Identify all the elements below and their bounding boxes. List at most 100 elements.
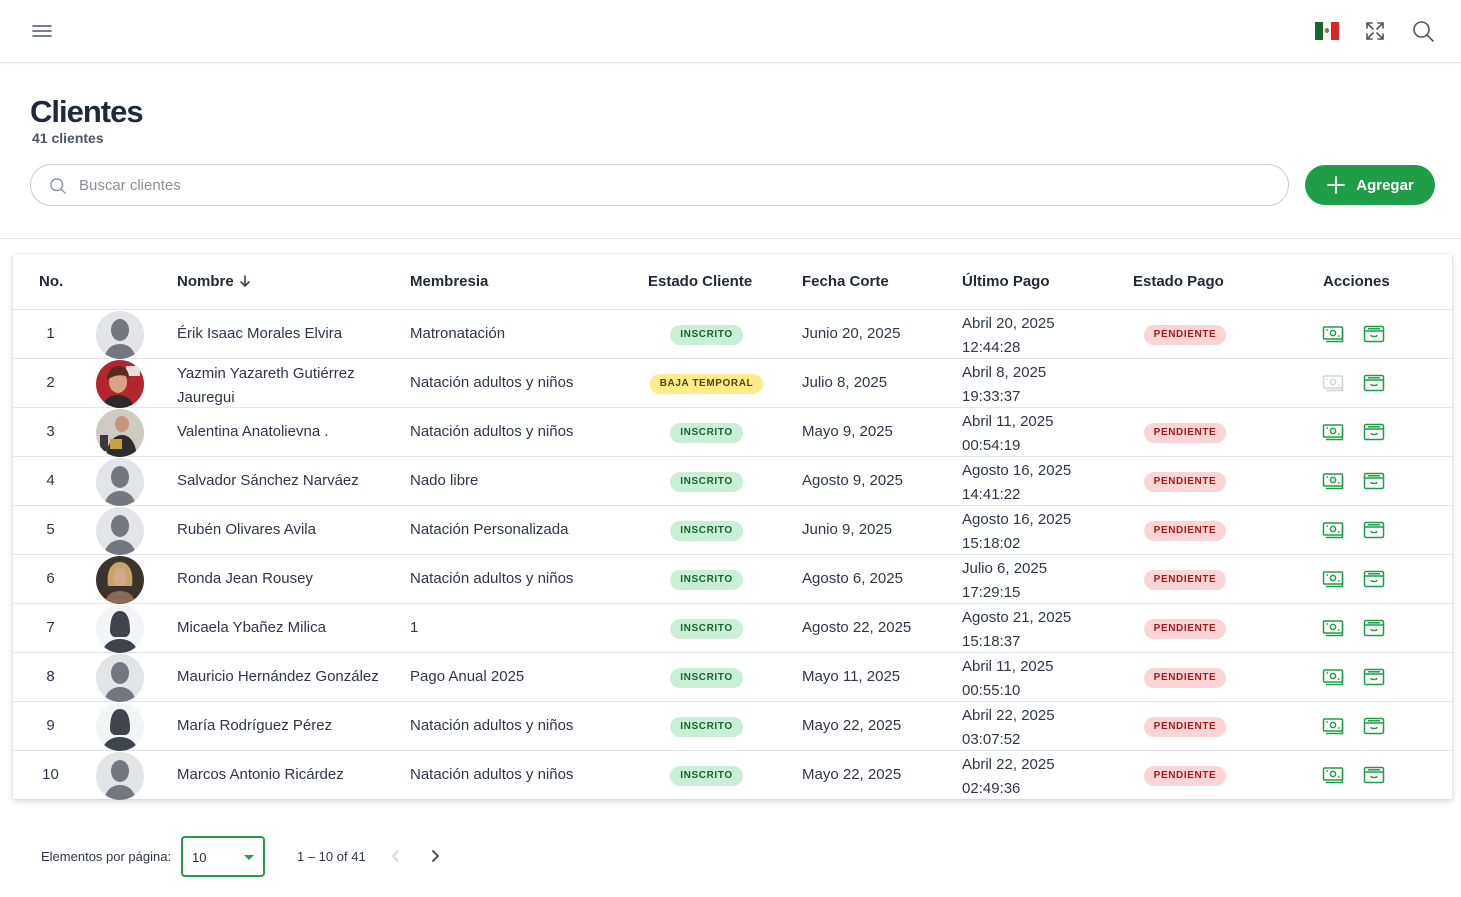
register-payment-cash-icon[interactable]	[1322, 569, 1344, 594]
cutoff-date: Mayo 22, 2025	[802, 766, 902, 783]
table-row[interactable]: 9 María Rodríguez Pérez Natación adultos y…	[13, 702, 1452, 751]
avatar[interactable]	[96, 409, 144, 457]
table-row[interactable]: 5 Rubén Olivares Avila Natación Personaliz…	[13, 506, 1452, 555]
search-icon	[50, 178, 66, 194]
table-row[interactable]: 10 Marcos Antonio Ricárdez Natación adulto…	[13, 751, 1452, 800]
table-row[interactable]: 1 Érik Isaac Morales Elvira Matronatación I…	[13, 310, 1452, 359]
register-payment-cash-icon[interactable]	[1322, 324, 1344, 349]
last-payment-date: Abril 22, 2025	[962, 756, 1055, 773]
client-name[interactable]: Marcos Antonio Ricárdez	[177, 766, 344, 783]
client-status-badge: INSCRITO	[670, 766, 743, 786]
previous-page-button[interactable]	[385, 845, 407, 867]
col-nombre-label: Nombre	[177, 273, 234, 290]
client-name[interactable]: Valentina Anatolievna .	[177, 423, 329, 440]
avatar[interactable]	[96, 556, 144, 604]
register-payment-cash-icon[interactable]	[1322, 422, 1344, 447]
wallet-icon[interactable]	[1363, 618, 1385, 643]
register-payment-cash-icon[interactable]	[1322, 520, 1344, 545]
last-payment-time: 15:18:37	[962, 633, 1021, 650]
avatar[interactable]	[96, 752, 144, 800]
client-name[interactable]: Salvador Sánchez Narváez	[177, 472, 359, 489]
last-payment: Abril 22, 2025 03:07:52	[962, 704, 1055, 752]
cutoff-date: Junio 9, 2025	[802, 521, 893, 538]
wallet-icon[interactable]	[1363, 373, 1385, 398]
table-row[interactable]: 2 Yazmin Yazareth Gutiérrez Jauregui Natac…	[13, 359, 1452, 408]
client-name[interactable]: Érik Isaac Morales Elvira	[177, 325, 343, 342]
avatar[interactable]	[96, 311, 144, 359]
table-row[interactable]: 7 Micaela Ybañez Milica 1 INSCRITO Agosto 22…	[13, 604, 1452, 653]
col-estado-pago[interactable]: Estado Pago	[1133, 273, 1224, 290]
wallet-icon[interactable]	[1363, 520, 1385, 545]
fullscreen-icon[interactable]	[1363, 19, 1387, 43]
avatar[interactable]	[96, 654, 144, 702]
client-name[interactable]: Rubén Olivares Avila	[177, 521, 316, 538]
wallet-icon[interactable]	[1363, 422, 1385, 447]
wallet-icon[interactable]	[1363, 471, 1385, 496]
register-payment-cash-icon[interactable]	[1322, 471, 1344, 496]
row-number: 10	[42, 766, 59, 783]
avatar[interactable]	[96, 605, 144, 653]
search-icon[interactable]	[1411, 19, 1435, 43]
col-no[interactable]: No.	[39, 273, 64, 290]
avatar[interactable]	[96, 507, 144, 555]
page-size-select[interactable]: 10	[181, 836, 265, 877]
client-name[interactable]: Micaela Ybañez Milica	[177, 619, 326, 636]
client-status-badge: BAJA TEMPORAL	[649, 374, 764, 394]
col-nombre[interactable]: Nombre	[177, 273, 252, 292]
wallet-icon[interactable]	[1363, 569, 1385, 594]
client-name[interactable]: Ronda Jean Rousey	[177, 570, 313, 587]
payment-status-cell: PENDIENTE	[1133, 667, 1237, 688]
table-row[interactable]: 8 Mauricio Hernández González Pago Anual 2…	[13, 653, 1452, 702]
row-number: 8	[46, 668, 55, 685]
register-payment-cash-icon[interactable]	[1322, 618, 1344, 643]
avatar[interactable]	[96, 360, 144, 408]
client-status-badge: INSCRITO	[670, 570, 743, 590]
client-status-badge: INSCRITO	[670, 472, 743, 492]
cutoff-date: Mayo 9, 2025	[802, 423, 893, 440]
row-number: 4	[46, 472, 55, 489]
client-status-cell: INSCRITO	[633, 422, 780, 443]
plus-icon	[1327, 176, 1346, 194]
col-membresia[interactable]: Membresia	[410, 273, 489, 290]
register-payment-cash-icon[interactable]	[1322, 667, 1344, 692]
wallet-icon[interactable]	[1363, 716, 1385, 741]
client-name[interactable]: Yazmin Yazareth Gutiérrez Jauregui	[177, 365, 355, 406]
wallet-icon[interactable]	[1363, 667, 1385, 692]
col-ultimo-pago[interactable]: Último Pago	[962, 273, 1050, 290]
register-payment-cash-icon[interactable]	[1322, 765, 1344, 790]
col-estado-cliente[interactable]: Estado Cliente	[648, 273, 753, 290]
divider	[0, 238, 1461, 239]
last-payment: Agosto 16, 2025 15:18:02	[962, 508, 1071, 556]
client-status-badge: INSCRITO	[670, 717, 743, 737]
arrow-down-icon	[238, 274, 252, 292]
membership: Nado libre	[410, 472, 479, 489]
last-payment: Abril 22, 2025 02:49:36	[962, 753, 1055, 801]
client-status-cell: INSCRITO	[633, 618, 780, 639]
last-payment: Abril 11, 2025 00:54:19	[962, 410, 1053, 458]
last-payment-time: 15:18:02	[962, 535, 1021, 552]
next-page-button[interactable]	[424, 845, 446, 867]
cutoff-date: Agosto 6, 2025	[802, 570, 903, 587]
table-row[interactable]: 4 Salvador Sánchez Narváez Nado libre INSCR…	[13, 457, 1452, 506]
col-fecha-corte[interactable]: Fecha Corte	[802, 273, 889, 290]
client-name[interactable]: Mauricio Hernández González	[177, 668, 379, 685]
search-input[interactable]	[79, 174, 1269, 196]
cutoff-date: Mayo 22, 2025	[802, 717, 902, 734]
last-payment-time: 19:33:37	[962, 388, 1021, 405]
add-client-button[interactable]: Agregar	[1305, 165, 1435, 205]
search-field[interactable]	[30, 164, 1289, 206]
avatar[interactable]	[96, 703, 144, 751]
wallet-icon[interactable]	[1363, 765, 1385, 790]
avatar[interactable]	[96, 458, 144, 506]
table-row[interactable]: 6 Ronda Jean Rousey Natación adultos y niñ…	[13, 555, 1452, 604]
client-name[interactable]: María Rodríguez Pérez	[177, 717, 333, 734]
client-status-cell: INSCRITO	[633, 324, 780, 345]
wallet-icon[interactable]	[1363, 324, 1385, 349]
mexico-flag-icon[interactable]	[1315, 22, 1339, 40]
register-payment-cash-icon[interactable]	[1322, 716, 1344, 741]
hamburger-menu-icon[interactable]	[30, 19, 54, 43]
top-bar	[0, 0, 1461, 63]
table-row[interactable]: 3 Valentina Anatolievna . Natación adultos…	[13, 408, 1452, 457]
payment-status-badge: PENDIENTE	[1143, 717, 1227, 737]
last-payment-time: 00:54:19	[962, 437, 1021, 454]
